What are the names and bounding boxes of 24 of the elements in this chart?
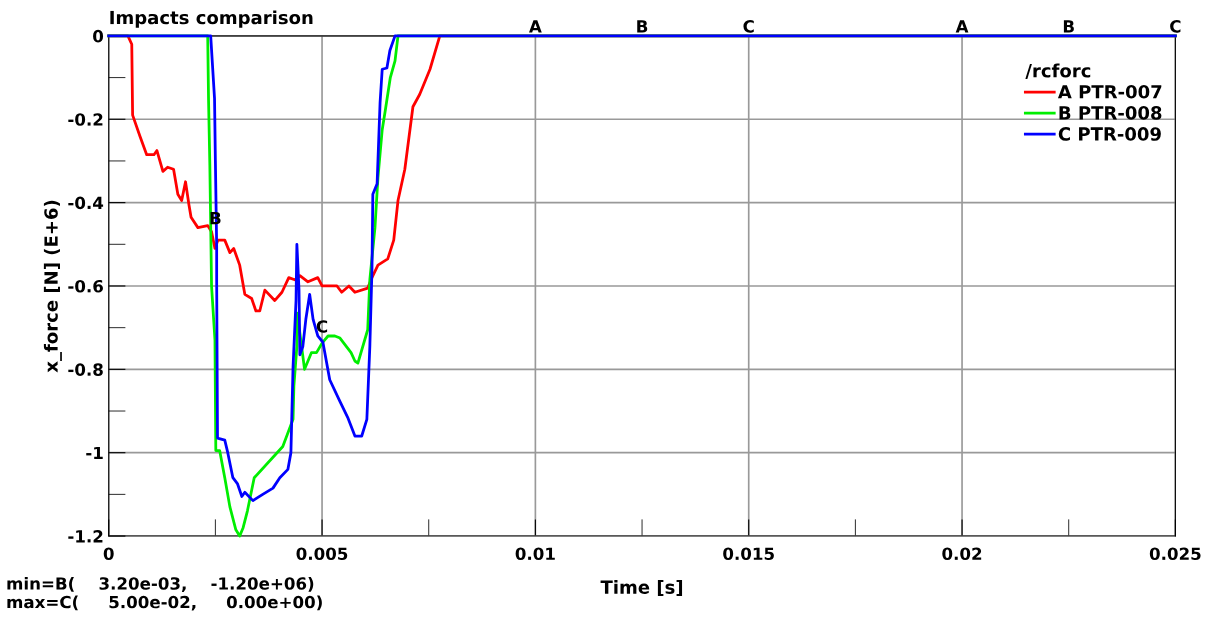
y-tick-label: -0.4 [68, 196, 104, 210]
x-tick-label: 0.025 [1149, 547, 1201, 561]
annotation: C [1170, 20, 1181, 33]
y-tick-label: -0.2 [68, 113, 103, 126]
y-tick-label: 0 [93, 29, 104, 43]
x-tick-label: 0 [103, 547, 114, 561]
annotation: C [743, 20, 754, 33]
annotation: B [1063, 20, 1074, 33]
text: max=C( 5.00e-02, 0.00e+00) [7, 595, 322, 611]
y-axis-title: x_force [N] (E+6) [43, 200, 62, 373]
y-tick-label: -0.6 [68, 279, 103, 293]
x-tick-label: 0.01 [515, 547, 555, 561]
x-tick-label: 0.015 [723, 547, 774, 561]
y-tick-label: -1.2 [68, 530, 103, 543]
chart-title: Impacts comparison [110, 10, 313, 28]
x-tick-label: 0.005 [296, 547, 348, 561]
x-tick-label: 0.02 [942, 547, 982, 561]
annotation: A [955, 20, 969, 33]
y-tick-label: -1 [86, 446, 103, 460]
annotation: A [529, 20, 542, 33]
text: min=B( 3.20e-03, -1.20e+06) [7, 576, 314, 592]
y-tick-label: -0.8 [68, 363, 103, 376]
annotation: B [637, 20, 648, 33]
x-axis-title: Time [s] [600, 579, 683, 597]
